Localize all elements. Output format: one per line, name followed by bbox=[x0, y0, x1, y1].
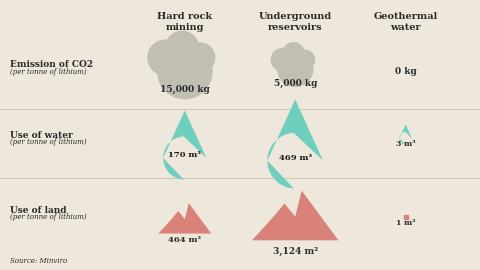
Text: 5,000 kg: 5,000 kg bbox=[274, 79, 317, 88]
Text: Hard rock
mining: Hard rock mining bbox=[157, 12, 212, 32]
Text: 0 kg: 0 kg bbox=[395, 67, 417, 76]
Text: Underground
reservoirs: Underground reservoirs bbox=[259, 12, 332, 32]
Text: Emission of CO2: Emission of CO2 bbox=[10, 60, 93, 69]
Text: 15,000 kg: 15,000 kg bbox=[160, 85, 210, 94]
Text: 464 m²: 464 m² bbox=[168, 236, 202, 244]
PathPatch shape bbox=[252, 191, 338, 240]
Ellipse shape bbox=[165, 31, 199, 65]
Text: 3,124 m²: 3,124 m² bbox=[273, 247, 318, 256]
Text: 469 m³: 469 m³ bbox=[278, 154, 312, 162]
Text: (per tonne of lithium): (per tonne of lithium) bbox=[10, 138, 86, 146]
Text: Source: Minviro: Source: Minviro bbox=[10, 256, 67, 265]
Ellipse shape bbox=[295, 50, 315, 70]
Ellipse shape bbox=[185, 42, 216, 73]
Ellipse shape bbox=[271, 48, 294, 72]
Text: 170 m³: 170 m³ bbox=[168, 151, 201, 159]
PathPatch shape bbox=[399, 124, 412, 144]
Text: 3 m³: 3 m³ bbox=[396, 140, 415, 148]
Text: (per tonne of lithium): (per tonne of lithium) bbox=[10, 213, 86, 221]
Ellipse shape bbox=[282, 42, 305, 65]
Text: Geothermal
water: Geothermal water bbox=[373, 12, 438, 32]
Text: (per tonne of lithium): (per tonne of lithium) bbox=[10, 68, 86, 76]
Text: 1 m²: 1 m² bbox=[396, 219, 415, 227]
Ellipse shape bbox=[157, 44, 213, 99]
PathPatch shape bbox=[163, 110, 206, 180]
Ellipse shape bbox=[277, 50, 313, 87]
PathPatch shape bbox=[267, 99, 323, 188]
Ellipse shape bbox=[147, 39, 183, 76]
PathPatch shape bbox=[158, 203, 211, 234]
Text: Use of water: Use of water bbox=[10, 130, 72, 140]
Text: Use of land: Use of land bbox=[10, 206, 66, 215]
